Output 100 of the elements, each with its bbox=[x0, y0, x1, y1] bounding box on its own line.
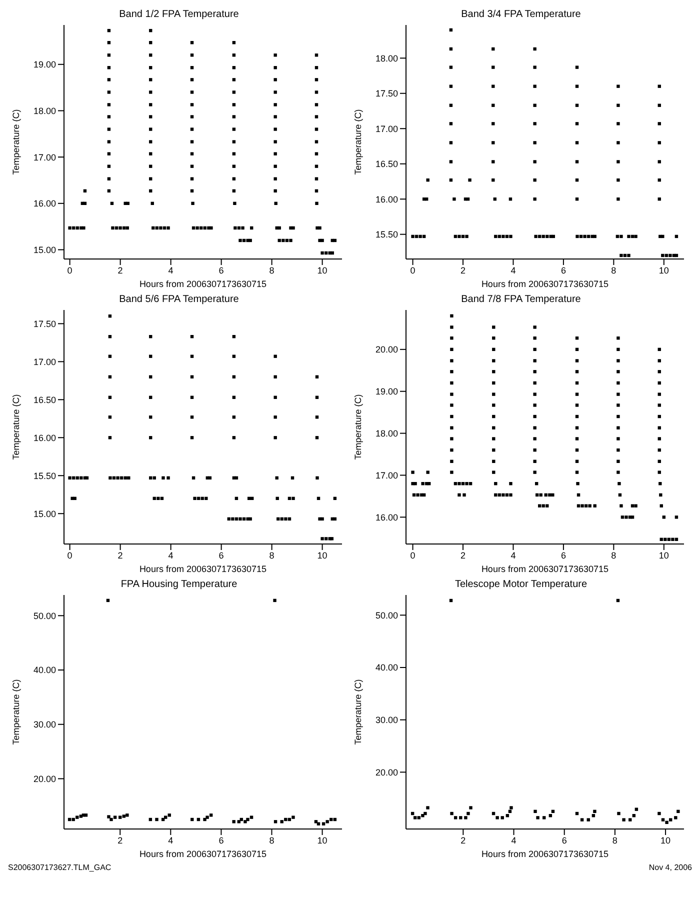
point bbox=[620, 254, 623, 258]
y-tick-label: 30.00 bbox=[33, 720, 56, 730]
point bbox=[575, 470, 579, 474]
x-tick-label: 6 bbox=[218, 835, 224, 846]
point bbox=[107, 177, 111, 180]
point bbox=[492, 426, 496, 430]
y-tick-label: 18.00 bbox=[33, 106, 56, 116]
x-tick-label: 8 bbox=[611, 265, 616, 276]
point bbox=[248, 238, 252, 242]
text: Nov 4, 2006 bbox=[648, 863, 692, 874]
point bbox=[190, 90, 194, 94]
point bbox=[411, 470, 414, 474]
point bbox=[204, 496, 208, 500]
point bbox=[458, 493, 461, 497]
point bbox=[314, 103, 318, 106]
point bbox=[232, 152, 236, 156]
point bbox=[628, 818, 632, 822]
point bbox=[116, 476, 120, 480]
point bbox=[665, 820, 668, 824]
point bbox=[593, 234, 596, 238]
point bbox=[190, 103, 194, 106]
point bbox=[292, 496, 295, 500]
x-axis-title: Hours from 2006307173630715 bbox=[481, 279, 609, 289]
point bbox=[616, 160, 620, 164]
point bbox=[620, 516, 624, 519]
point bbox=[450, 426, 454, 430]
y-axis-title: Temperature (C) bbox=[11, 394, 22, 460]
point bbox=[542, 816, 546, 820]
y-tick-label: 17.00 bbox=[33, 152, 56, 162]
point bbox=[465, 234, 468, 238]
x-tick-label: 0 bbox=[67, 265, 72, 276]
point bbox=[232, 78, 236, 82]
y-tick-label: 15.00 bbox=[33, 244, 56, 255]
point bbox=[248, 517, 252, 521]
point bbox=[190, 177, 194, 180]
y-tick-label: 19.00 bbox=[375, 386, 398, 397]
x-tick-label: 8 bbox=[269, 835, 274, 846]
point bbox=[492, 392, 496, 396]
point bbox=[320, 537, 324, 540]
point bbox=[668, 818, 672, 822]
point bbox=[206, 816, 209, 819]
point bbox=[616, 404, 620, 407]
x-tick-label: 4 bbox=[168, 550, 174, 560]
point bbox=[80, 476, 83, 480]
y-axis-title: Temperature (C) bbox=[353, 679, 364, 745]
point bbox=[536, 816, 540, 820]
point bbox=[314, 164, 318, 168]
point bbox=[274, 202, 278, 205]
point bbox=[658, 104, 661, 107]
point bbox=[533, 66, 536, 69]
point bbox=[450, 326, 454, 329]
point bbox=[575, 359, 579, 362]
point bbox=[450, 348, 454, 352]
y-axis-title: Temperature (C) bbox=[353, 109, 364, 175]
point bbox=[274, 140, 277, 144]
point bbox=[237, 820, 240, 824]
point bbox=[533, 178, 536, 182]
point bbox=[492, 160, 495, 164]
point bbox=[274, 128, 277, 131]
point bbox=[289, 238, 292, 242]
point bbox=[416, 493, 420, 497]
point bbox=[661, 818, 665, 822]
point bbox=[533, 141, 536, 144]
point bbox=[465, 482, 468, 486]
point bbox=[576, 234, 579, 238]
point bbox=[617, 812, 620, 816]
point bbox=[316, 476, 319, 480]
point bbox=[274, 90, 277, 94]
point bbox=[190, 78, 194, 82]
point bbox=[616, 359, 620, 362]
point bbox=[500, 816, 504, 820]
point bbox=[107, 115, 111, 118]
y-axis-title: Temperature (C) bbox=[353, 394, 364, 460]
point bbox=[533, 197, 536, 201]
point bbox=[492, 404, 496, 407]
point bbox=[250, 816, 254, 819]
point bbox=[509, 234, 512, 238]
point bbox=[314, 140, 318, 144]
point bbox=[576, 504, 580, 508]
point bbox=[658, 392, 661, 396]
point bbox=[533, 437, 536, 440]
point bbox=[411, 234, 414, 238]
y-tick-label: 16.00 bbox=[33, 432, 56, 443]
point bbox=[492, 359, 496, 362]
x-tick-label: 2 bbox=[118, 550, 123, 560]
point bbox=[575, 404, 579, 407]
point bbox=[426, 806, 430, 810]
chart-title: Band 1/2 FPA Temperature bbox=[118, 8, 240, 21]
point bbox=[196, 226, 199, 230]
point bbox=[231, 517, 234, 521]
point bbox=[108, 476, 112, 480]
point bbox=[110, 818, 113, 822]
point bbox=[326, 820, 329, 824]
y-tick-label: 30.00 bbox=[375, 715, 398, 726]
point bbox=[616, 381, 620, 385]
point bbox=[468, 178, 472, 182]
point bbox=[107, 128, 111, 131]
point bbox=[314, 90, 318, 94]
point bbox=[494, 482, 498, 486]
point bbox=[616, 470, 620, 474]
